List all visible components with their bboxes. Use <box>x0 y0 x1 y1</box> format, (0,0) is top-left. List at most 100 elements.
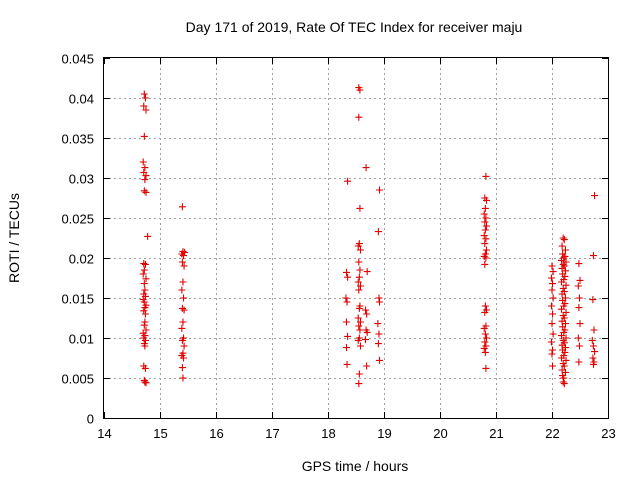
data-point <box>559 378 567 386</box>
data-point <box>482 254 490 262</box>
plot-frame <box>103 57 609 419</box>
data-point <box>547 274 555 282</box>
data-point <box>178 304 186 312</box>
data-point <box>574 282 582 290</box>
data-point <box>575 260 583 268</box>
data-point <box>140 187 148 195</box>
data-point <box>549 346 557 354</box>
data-point <box>561 246 569 254</box>
data-point <box>482 172 490 180</box>
data-point <box>141 164 149 172</box>
data-point <box>482 214 490 222</box>
data-point <box>178 250 186 258</box>
data-point <box>142 275 150 283</box>
data-point <box>481 240 489 248</box>
data-point <box>559 234 567 242</box>
data-point <box>141 342 149 350</box>
data-point <box>481 338 489 346</box>
data-point <box>141 176 149 184</box>
data-point <box>482 235 490 243</box>
data-point <box>561 272 569 280</box>
data-point <box>558 354 566 362</box>
data-point <box>342 294 350 302</box>
data-point <box>344 273 352 281</box>
x-tick-label: 14 <box>97 426 111 441</box>
data-point <box>548 262 556 270</box>
data-point <box>141 378 149 386</box>
x-axis-title: GPS time / hours <box>302 458 409 474</box>
data-point <box>180 354 188 362</box>
data-point <box>363 268 371 276</box>
data-point <box>362 336 370 344</box>
data-point <box>480 252 488 260</box>
data-point <box>481 204 489 212</box>
data-point <box>480 232 488 240</box>
data-point <box>480 210 488 218</box>
tick-labels: 14 15 16 17 18 19 20 21 22 23 0 0.005 0.01 0.015 0.02 0… <box>61 52 615 442</box>
data-point <box>591 348 599 356</box>
data-point <box>355 273 363 281</box>
data-point <box>139 270 147 278</box>
data-point <box>575 358 583 366</box>
data-point <box>180 262 188 270</box>
data-point <box>140 260 148 268</box>
data-point <box>356 266 364 274</box>
data-point <box>362 164 370 172</box>
y-tick-label: 0.005 <box>61 372 94 387</box>
data-point <box>548 350 556 358</box>
data-point <box>481 260 489 268</box>
y-tick-label: 0.01 <box>69 332 94 347</box>
data-point <box>356 282 364 290</box>
y-tick-label: 0.04 <box>69 92 94 107</box>
data-point <box>355 258 363 266</box>
data-point <box>482 196 490 204</box>
data-point <box>354 314 362 322</box>
data-point <box>142 172 150 180</box>
data-point <box>548 320 556 328</box>
data-point <box>374 228 382 236</box>
data-point <box>363 328 371 336</box>
data-point <box>575 342 583 350</box>
x-tick-label: 23 <box>601 426 615 441</box>
data-point <box>141 304 149 312</box>
data-point <box>356 86 364 94</box>
chart-title: Day 171 of 2019, Rate Of TEC Index for r… <box>186 19 523 35</box>
data-point <box>481 348 489 356</box>
data-point <box>356 246 364 254</box>
data-point <box>354 278 362 286</box>
data-point <box>374 340 382 348</box>
data-point <box>140 307 148 315</box>
data-point <box>576 276 584 284</box>
x-tick-label: 15 <box>153 426 167 441</box>
y-tick-label: 0.03 <box>69 172 94 187</box>
data-point <box>558 256 566 264</box>
y-tick-label: 0 <box>87 412 94 427</box>
data-point <box>590 326 598 334</box>
data-point <box>481 218 489 226</box>
data-point <box>589 360 597 368</box>
data-point <box>574 334 582 342</box>
y-tick-label: 0.02 <box>69 252 94 267</box>
data-point <box>180 306 188 314</box>
data-point <box>559 284 567 292</box>
data-point <box>178 286 186 294</box>
x-tick-label: 21 <box>489 426 503 441</box>
y-tick-label: 0.025 <box>61 212 94 227</box>
y-tick-label: 0.035 <box>61 132 94 147</box>
data-point <box>178 364 186 372</box>
data-point <box>481 308 489 316</box>
data-point <box>140 321 148 329</box>
data-point <box>354 242 362 250</box>
data-point <box>141 318 149 326</box>
data-point <box>575 304 583 312</box>
data-point <box>139 158 147 166</box>
x-tick-label: 19 <box>377 426 391 441</box>
data-point <box>588 336 596 344</box>
data-point <box>482 222 490 230</box>
grid-lines <box>104 58 608 418</box>
data-point <box>376 298 384 306</box>
data-point <box>178 324 186 332</box>
data-point <box>342 344 350 352</box>
data-point <box>561 252 569 260</box>
data-point <box>480 344 488 352</box>
